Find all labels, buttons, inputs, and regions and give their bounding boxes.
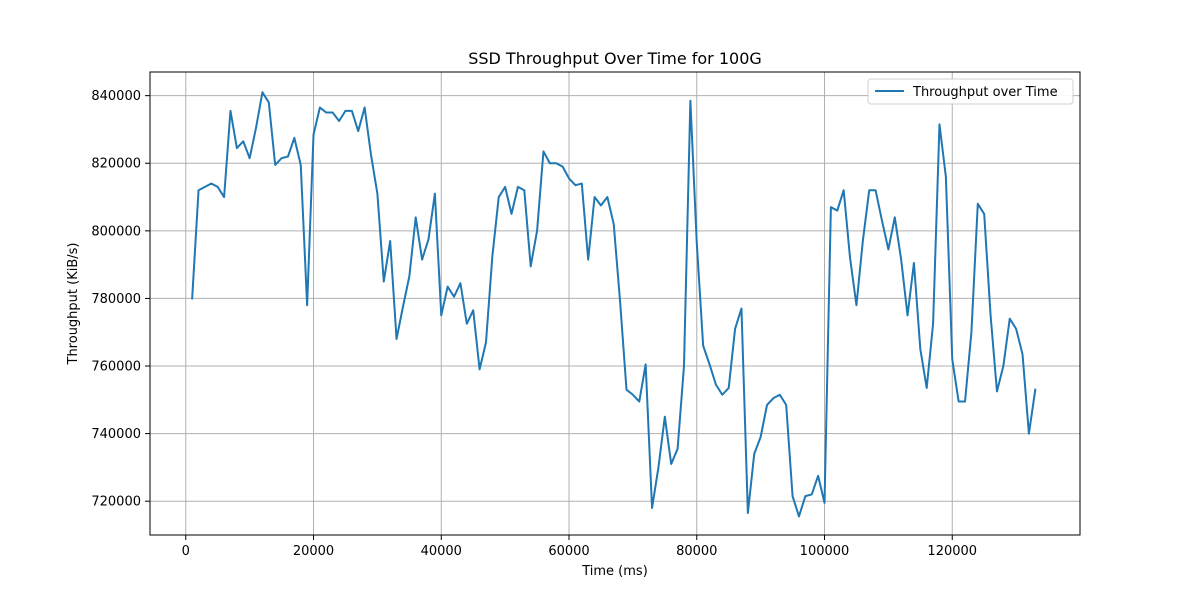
y-tick-label: 840000 xyxy=(91,89,141,104)
chart-title: SSD Throughput Over Time for 100G xyxy=(468,49,762,68)
y-tick-label: 740000 xyxy=(91,427,141,442)
legend-label: Throughput over Time xyxy=(912,85,1058,100)
series-layer xyxy=(191,91,1037,518)
y-axis: 720000 740000 760000 780000 800000 820000 8400… xyxy=(91,89,150,510)
y-tick-label: 780000 xyxy=(91,292,141,307)
x-tick-label: 120000 xyxy=(927,544,977,559)
x-tick-label: 60000 xyxy=(548,544,589,559)
x-tick-label: 80000 xyxy=(676,544,717,559)
x-axis-label: Time (ms) xyxy=(581,564,648,579)
y-tick-label: 760000 xyxy=(91,360,141,375)
x-axis: 0 20000 40000 60000 80000 100000 120000 xyxy=(182,535,977,559)
series-line xyxy=(191,91,1037,518)
plot-area-frame xyxy=(149,71,1081,536)
y-tick-label: 800000 xyxy=(91,224,141,239)
legend-box xyxy=(867,78,1074,105)
y-axis-label: Throughput (KiB/s) xyxy=(66,243,81,366)
x-tick-label: 40000 xyxy=(421,544,462,559)
x-tick-label: 20000 xyxy=(293,544,334,559)
y-tick-label: 820000 xyxy=(91,157,141,172)
x-tick-label: 0 xyxy=(182,544,190,559)
legend: Throughput over Time xyxy=(867,78,1074,105)
y-tick-label: 720000 xyxy=(91,495,141,510)
x-tick-label: 100000 xyxy=(800,544,850,559)
